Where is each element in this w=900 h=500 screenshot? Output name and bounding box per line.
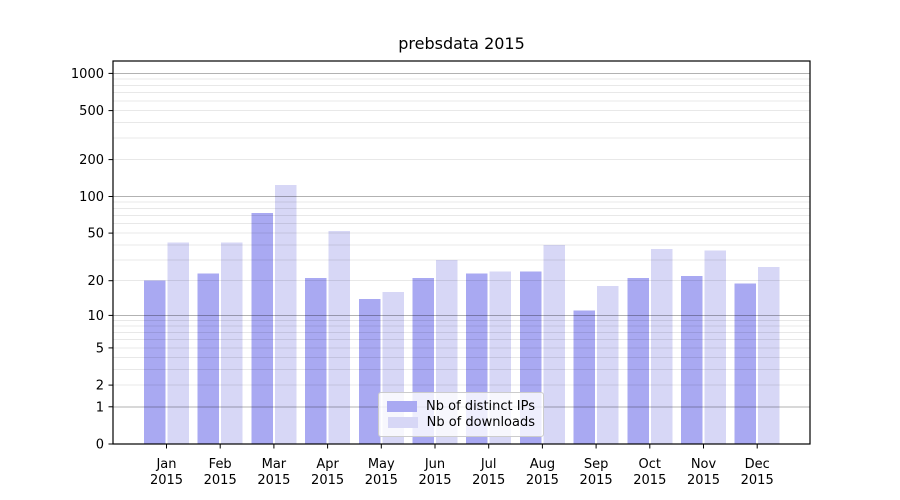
bar-distinct-ips <box>734 283 757 444</box>
x-axis-tick-label: Mar 2015 <box>257 457 290 488</box>
bar-downloads <box>650 248 673 444</box>
y-axis-tick-label: 5 <box>96 341 104 356</box>
y-axis-tick-label: 10 <box>87 309 104 324</box>
x-axis-tick-label: Dec 2015 <box>741 457 774 488</box>
bar-downloads <box>274 185 297 444</box>
y-axis-tick-label: 2 <box>96 379 104 394</box>
bar-distinct-ips <box>144 280 166 444</box>
legend-item-downloads: Nb of downloads <box>386 415 535 430</box>
legend-swatch-distinct-ips <box>387 401 418 412</box>
y-axis-tick-label: 1 <box>96 400 104 415</box>
bar-downloads <box>704 250 726 444</box>
x-axis-tick-label: May 2015 <box>365 457 398 488</box>
x-axis-tick-label: Jun 2015 <box>418 457 451 488</box>
x-axis-tick-label: Feb 2015 <box>204 457 237 488</box>
bar-distinct-ips <box>681 275 703 444</box>
x-axis-tick-label: Nov 2015 <box>687 457 720 488</box>
y-axis-tick-label: 200 <box>79 153 104 168</box>
x-axis-tick-label: Aug 2015 <box>526 457 559 488</box>
x-axis-tick-label: Apr 2015 <box>311 457 344 488</box>
bar-downloads <box>221 242 243 444</box>
bar-downloads <box>167 242 189 444</box>
bar-downloads <box>543 244 565 444</box>
bar-distinct-ips <box>573 310 596 444</box>
y-axis-tick-label: 20 <box>87 274 104 289</box>
legend-label-downloads: Nb of downloads <box>426 415 535 430</box>
x-axis-tick-label: Sep 2015 <box>580 457 613 488</box>
bar-distinct-ips <box>251 213 273 444</box>
legend-swatch-downloads <box>387 417 418 428</box>
y-axis-tick-label: 100 <box>79 190 104 205</box>
x-axis-tick-label: Jan 2015 <box>150 457 183 488</box>
x-axis-tick-label: Oct 2015 <box>633 457 666 488</box>
legend-item-distinct-ips: Nb of distinct IPs <box>386 399 535 414</box>
bar-distinct-ips <box>627 278 649 444</box>
bar-downloads <box>328 231 351 444</box>
x-axis-tick-label: Jul 2015 <box>472 457 505 488</box>
chart-title: prebsdata 2015 <box>398 34 525 53</box>
plot-border <box>112 60 811 445</box>
y-axis-tick-label: 500 <box>79 104 104 119</box>
legend-label-distinct-ips: Nb of distinct IPs <box>426 399 535 414</box>
bar-distinct-ips <box>305 278 327 444</box>
y-axis-tick-label: 0 <box>96 438 104 453</box>
y-axis-tick-label: 1000 <box>71 67 104 82</box>
y-axis-tick-label: 50 <box>87 227 104 242</box>
bar-downloads <box>758 267 780 444</box>
legend: Nb of distinct IPs Nb of downloads <box>378 392 544 437</box>
bar-distinct-ips <box>197 273 220 444</box>
bar-downloads <box>597 286 619 444</box>
bar-distinct-ips <box>358 298 381 444</box>
